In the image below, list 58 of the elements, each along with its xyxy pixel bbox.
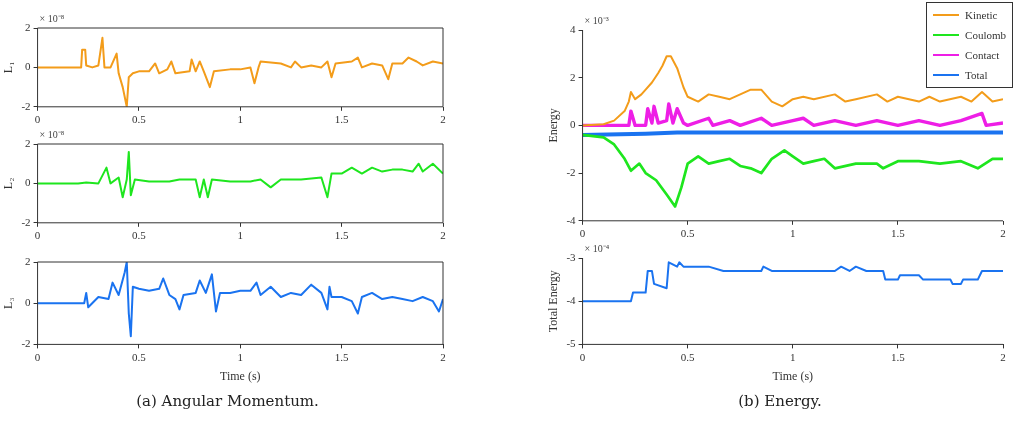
- x-tick-label: 1: [790, 227, 796, 240]
- y-tick-label: -2: [21, 215, 31, 228]
- x-tick-label: 2: [440, 229, 446, 242]
- y-tick-label: -2: [21, 99, 31, 112]
- x-tick-label: 2: [440, 113, 446, 126]
- x-tick-label: 0: [579, 350, 586, 363]
- legend-label: Contact: [965, 49, 1000, 61]
- y-axis-title: Energy: [546, 108, 561, 143]
- x-tick-label: 0.5: [132, 229, 147, 242]
- text: × 10⁻⁴: [584, 243, 610, 254]
- y-axis-title: L₁: [1, 61, 16, 74]
- x-tick-label: 1.5: [334, 229, 350, 242]
- y-tick-label: -5: [566, 337, 577, 350]
- x-tick-label: 2: [440, 350, 446, 363]
- x-tick-label: 1.5: [334, 350, 350, 363]
- x-axis-title: Time (s): [772, 368, 814, 383]
- text: × 10⁻⁸: [39, 13, 65, 24]
- x-tick-label: 1.5: [334, 113, 350, 126]
- x-tick-label: 0: [34, 229, 41, 242]
- y-axis-title: Total Energy: [546, 270, 561, 333]
- legend-label: Coulomb: [965, 29, 1006, 41]
- x-tick-label: 1: [237, 229, 244, 242]
- x-tick-label: 0.5: [132, 113, 147, 126]
- y-tick-label: 0: [25, 296, 32, 309]
- y-tick-label: 2: [570, 70, 576, 83]
- x-tick-label: 1: [790, 350, 796, 363]
- y-tick-label: -3: [566, 250, 577, 263]
- x-tick-label: 2: [1000, 227, 1006, 240]
- x-tick-label: 0: [34, 350, 41, 363]
- y-tick-label: 0: [25, 176, 32, 189]
- y-tick-label: -2: [21, 337, 31, 350]
- text: (b) Energy.: [737, 392, 823, 410]
- legend-label: Kinetic: [965, 9, 998, 21]
- y-tick-label: 4: [570, 22, 577, 35]
- x-tick-label: 2: [1000, 350, 1006, 363]
- text: (a) Angular Momentum.: [135, 392, 320, 410]
- y-tick-label: -2: [566, 165, 576, 178]
- x-tick-label: 0.5: [680, 350, 696, 363]
- x-tick-label: 1.5: [891, 350, 906, 363]
- y-tick-label: 2: [25, 136, 31, 149]
- x-tick-label: 1.5: [891, 227, 906, 240]
- x-tick-label: 0.5: [680, 227, 696, 240]
- y-tick-label: 2: [25, 20, 31, 33]
- y-axis-title: L₃: [1, 297, 16, 309]
- x-tick-label: 1: [237, 113, 244, 126]
- x-tick-label: 0: [34, 113, 41, 126]
- x-axis-title: Time (s): [219, 368, 261, 383]
- y-tick-label: 0: [25, 60, 32, 73]
- y-axis-title: L₂: [1, 177, 16, 190]
- text: × 10⁻⁸: [39, 129, 65, 140]
- y-tick-label: -4: [566, 213, 577, 226]
- x-tick-label: 0.5: [132, 350, 147, 363]
- x-tick-label: 1: [237, 350, 244, 363]
- y-tick-label: -4: [566, 294, 577, 307]
- text: × 10⁻³: [584, 15, 609, 26]
- x-tick-label: 0: [579, 227, 586, 240]
- y-tick-label: 2: [25, 254, 31, 267]
- legend-label: Total: [965, 69, 988, 81]
